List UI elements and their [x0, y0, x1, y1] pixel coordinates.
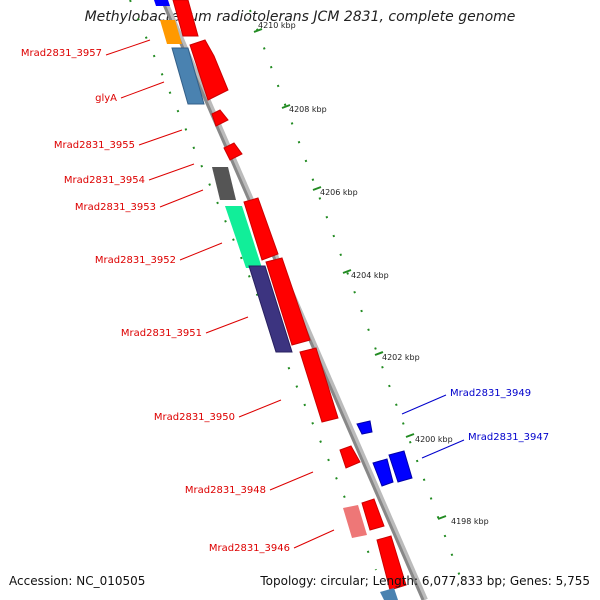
gene-block-top-blue: [154, 0, 170, 6]
gene-label-line: [105, 39, 151, 56]
tick-label: 4208 kbp: [289, 105, 327, 114]
gene-block-darkgrey: [212, 167, 236, 200]
gene-block-orange: [160, 20, 182, 44]
forward-gene-3955: [211, 109, 229, 127]
tick-mark: [437, 515, 447, 520]
gene-label-line: [179, 242, 223, 261]
gene-block-steelblue: [171, 47, 205, 105]
forward-genes: [172, 0, 407, 591]
tick-mark: [374, 351, 384, 356]
gene-label-line: [269, 471, 314, 491]
gene-label[interactable]: Mrad2831_3955: [54, 140, 135, 151]
gene-label[interactable]: Mrad2831_3951: [121, 328, 202, 339]
gene-label-line: [205, 316, 249, 334]
forward-gene-3958: [172, 0, 199, 37]
gene-label[interactable]: Mrad2831_3952: [95, 255, 176, 266]
gene-block-purple: [248, 265, 293, 353]
forward-gene-3954: [223, 142, 243, 161]
tick-label: 4204 kbp: [351, 271, 389, 280]
gene-label-line: [293, 529, 335, 549]
gene-label[interactable]: glyA: [95, 93, 117, 104]
tick-label: 4198 kbp: [451, 517, 489, 526]
kbp-ticks: 4210 kbp 4208 kbp 4206 kbp 4204 kbp 4202 kbp…: [253, 21, 489, 526]
gene-label-line: [120, 81, 165, 99]
gene-label-line: [238, 399, 282, 418]
gene-label-line: [401, 394, 447, 415]
tick-mark: [405, 433, 415, 438]
forward-gene-3952: [265, 257, 311, 346]
tick-label: 4206 kbp: [320, 188, 358, 197]
gene-label[interactable]: Mrad2831_3946: [209, 543, 290, 554]
reverse-gene-3947: [388, 450, 413, 483]
reverse-genes: [356, 420, 413, 600]
gene-label[interactable]: Mrad2831_3957: [21, 48, 102, 59]
tick-mark: [312, 186, 322, 191]
forward-gene-3957: [189, 39, 229, 101]
forward-gene-3945: [376, 535, 407, 591]
forward-gene-3953: [243, 197, 279, 261]
reverse-gene-3948b: [372, 458, 394, 487]
reverse-gene-bottom: [380, 588, 398, 600]
gene-block-pink: [343, 505, 367, 538]
reverse-gene-3949: [356, 420, 373, 435]
tick-label: 4210 kbp: [258, 21, 296, 30]
gene-label-line: [148, 163, 195, 181]
gene-blocks: [154, 0, 367, 538]
ring-lines: [129, 0, 466, 600]
gene-label[interactable]: Mrad2831_3947: [468, 432, 549, 443]
gene-labels: Mrad2831_3957 glyA Mrad2831_3955 Mrad2831_3…: [21, 39, 549, 554]
tick-label: 4202 kbp: [382, 353, 420, 362]
gene-label[interactable]: Mrad2831_3954: [64, 175, 145, 186]
gene-label[interactable]: Mrad2831_3953: [75, 202, 156, 213]
gene-label-line: [421, 439, 465, 459]
tick-label: 4200 kbp: [415, 435, 453, 444]
gene-label[interactable]: Mrad2831_3950: [154, 412, 235, 423]
tick-mark: [253, 28, 263, 33]
accession-text: Accession: NC_010505: [9, 574, 146, 588]
tick-mark: [342, 269, 352, 274]
genome-summary-text: Topology: circular; Length: 6,077,833 bp…: [260, 574, 590, 588]
tick-mark: [281, 104, 291, 109]
forward-gene-3948: [339, 445, 361, 469]
gene-label[interactable]: Mrad2831_3948: [185, 485, 266, 496]
gene-label[interactable]: Mrad2831_3949: [450, 388, 531, 399]
gene-label-line: [138, 129, 183, 146]
forward-gene-3946: [361, 498, 385, 531]
gene-label-line: [159, 189, 204, 208]
forward-gene-3950: [299, 347, 339, 423]
gene-block-green: [225, 206, 262, 268]
